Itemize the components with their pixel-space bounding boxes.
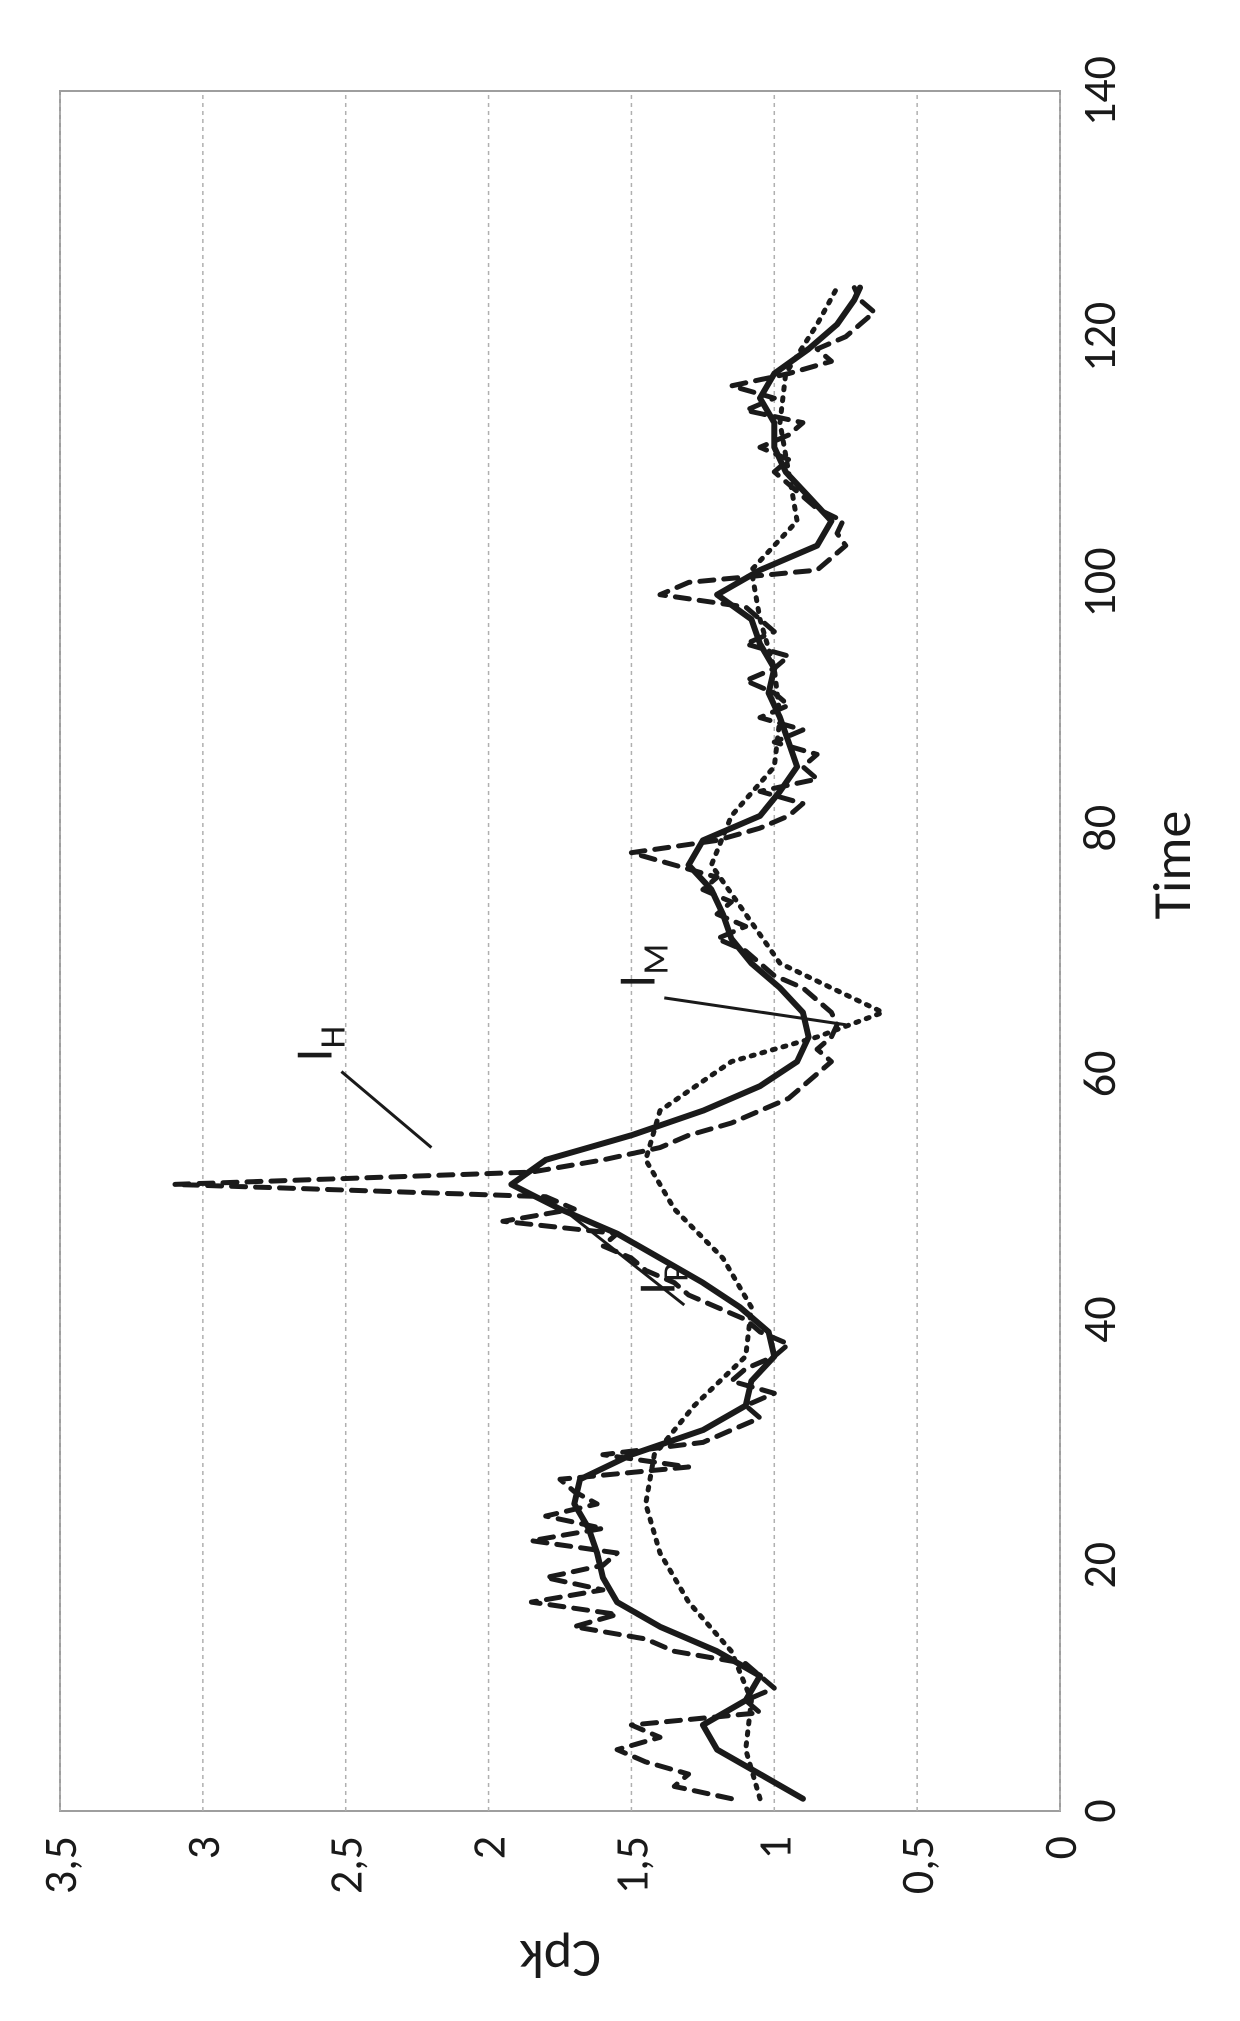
y-tick-label: 1 — [747, 1836, 803, 1859]
x-tick-label: 0 — [1072, 1799, 1128, 1822]
x-tick-label: 40 — [1072, 1296, 1128, 1343]
y-tick-label: 3 — [176, 1836, 232, 1859]
x-tick-label: 100 — [1072, 547, 1128, 617]
x-tick-label: 80 — [1072, 805, 1128, 852]
y-axis-label: Cpk — [519, 1926, 601, 1992]
y-tick-label: 1,5 — [604, 1836, 660, 1894]
y-tick-label: 2,5 — [319, 1836, 375, 1894]
plot-area — [60, 91, 1060, 1811]
chart-container: 0 0,5 1 1,5 2 2,5 3 3,5 0 20 40 60 80 100 120 140 Cpk Tim… — [0, 0, 1240, 2021]
y-tick-label: 0,5 — [890, 1836, 946, 1894]
x-tick-label: 20 — [1072, 1542, 1128, 1589]
y-tick-label: 3,5 — [33, 1836, 89, 1894]
cpk-line-chart: 0 0,5 1 1,5 2 2,5 3 3,5 0 20 40 60 80 100 120 140 Cpk Tim… — [0, 0, 1240, 2021]
y-tick-label: 2 — [462, 1836, 518, 1859]
x-tick-label: 60 — [1072, 1051, 1128, 1098]
x-axis-label: Time — [1139, 811, 1205, 920]
x-tick-label: 140 — [1072, 56, 1128, 126]
y-tick-label: 0 — [1033, 1836, 1089, 1859]
x-tick-label: 120 — [1072, 302, 1128, 372]
